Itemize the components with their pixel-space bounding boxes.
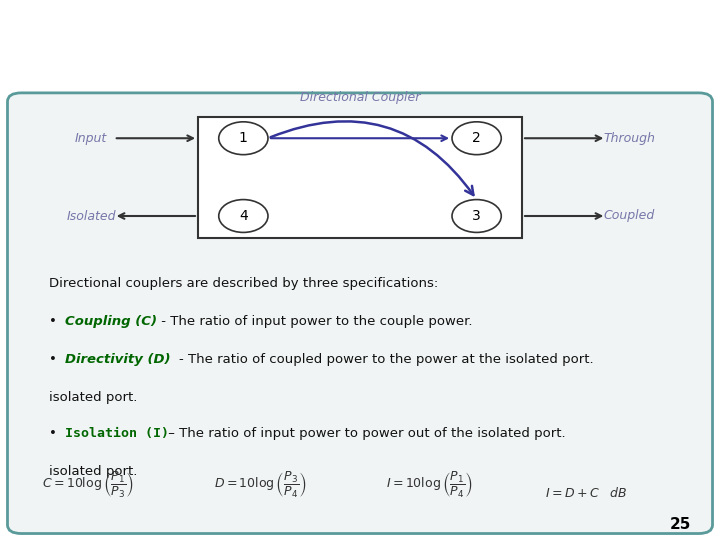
Text: Directional Coupler: Directional Coupler <box>300 91 420 104</box>
Text: $I = 10\log\left(\dfrac{P_1}{P_4}\right)$: $I = 10\log\left(\dfrac{P_1}{P_4}\right)… <box>387 470 474 500</box>
Circle shape <box>452 200 501 232</box>
Text: isolated port.: isolated port. <box>49 465 137 478</box>
FancyArrowPatch shape <box>271 122 474 195</box>
Text: Directional Coupler: Directional Coupler <box>16 35 347 64</box>
Text: Coupling (C): Coupling (C) <box>66 315 157 328</box>
Text: Isolated: Isolated <box>66 210 116 222</box>
Text: $C = 10\log\left(\dfrac{P_1}{P_3}\right)$: $C = 10\log\left(\dfrac{P_1}{P_3}\right)… <box>42 470 134 500</box>
Text: •: • <box>49 315 57 328</box>
Circle shape <box>219 200 268 232</box>
Text: Isolation (I): Isolation (I) <box>66 427 169 440</box>
Text: Directivity (D): Directivity (D) <box>66 353 171 366</box>
Circle shape <box>219 122 268 154</box>
Text: 4: 4 <box>239 209 248 223</box>
Text: - The ratio of coupled power to the power at the isolated port.: - The ratio of coupled power to the powe… <box>179 353 594 366</box>
Text: $I = D + C \quad dB$: $I = D + C \quad dB$ <box>546 487 628 500</box>
FancyBboxPatch shape <box>7 93 713 534</box>
Text: 25: 25 <box>670 517 691 532</box>
Text: Directional couplers are described by three specifications:: Directional couplers are described by th… <box>49 277 438 290</box>
Text: Coupled: Coupled <box>603 210 654 222</box>
Bar <box>198 117 522 238</box>
Text: 3: 3 <box>472 209 481 223</box>
Text: 1: 1 <box>239 131 248 145</box>
Circle shape <box>452 122 501 154</box>
Text: •: • <box>49 427 57 440</box>
Text: $D = 10\log\left(\dfrac{P_3}{P_4}\right)$: $D = 10\log\left(\dfrac{P_3}{P_4}\right)… <box>215 470 307 500</box>
Text: – The ratio of input power to power out of the isolated port.: – The ratio of input power to power out … <box>164 427 566 440</box>
Text: - The ratio of input power to the couple power.: - The ratio of input power to the couple… <box>157 315 472 328</box>
Text: Input: Input <box>75 132 107 145</box>
Text: isolated port.: isolated port. <box>49 391 137 404</box>
Text: 2: 2 <box>472 131 481 145</box>
Text: •: • <box>49 353 57 366</box>
Text: Through: Through <box>603 132 655 145</box>
